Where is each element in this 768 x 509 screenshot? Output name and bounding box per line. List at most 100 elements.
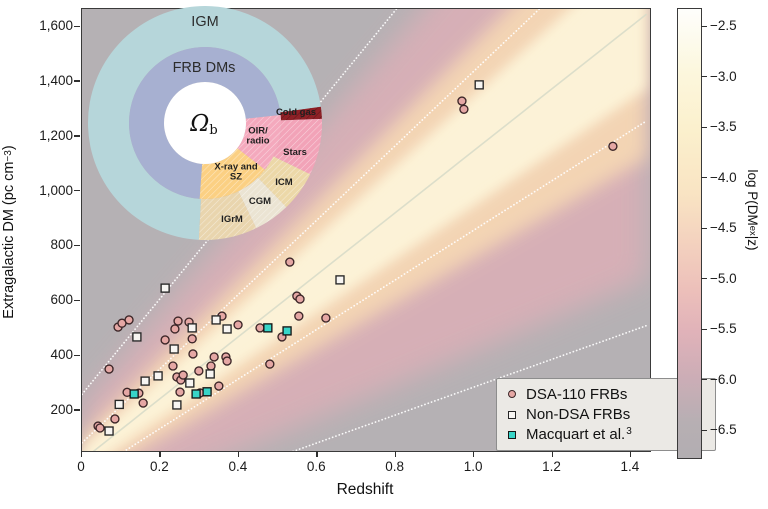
- marker-non-dsa-frbs: [153, 371, 163, 381]
- x-tick: [551, 451, 553, 457]
- legend-marker: [508, 390, 516, 399]
- marker-macquart-et-al-: [282, 326, 292, 336]
- marker-dsa-110-frbs: [187, 334, 197, 344]
- inset-label-omega-b: Ωb: [190, 111, 218, 138]
- inset-label-oir-radio: OIR/ radio: [246, 125, 270, 147]
- donut-wedge-hatch: [280, 106, 322, 121]
- colorbar-tick: [701, 227, 707, 229]
- marker-dsa-110-frbs: [173, 316, 183, 326]
- marker-dsa-110-frbs: [175, 387, 185, 397]
- x-tick-label: 0.4: [228, 459, 248, 474]
- marker-dsa-110-frbs: [124, 315, 134, 325]
- x-axis-label: Redshift: [336, 481, 394, 498]
- marker-dsa-110-frbs: [194, 366, 204, 376]
- donut-wedge-hatch: [257, 156, 311, 208]
- x-tick-label: 1.0: [463, 459, 483, 474]
- y-tick-label: 1,200: [39, 127, 73, 143]
- marker-macquart-et-al-: [202, 387, 212, 397]
- y-tick: [74, 25, 80, 27]
- y-tick: [74, 80, 80, 82]
- y-tick-label: 1,400: [39, 73, 73, 89]
- inset-label-cgm: CGM: [248, 195, 272, 207]
- marker-non-dsa-frbs: [222, 324, 232, 334]
- marker-dsa-110-frbs: [321, 313, 331, 323]
- marker-macquart-et-al-: [129, 389, 139, 399]
- x-tick: [316, 451, 318, 457]
- inset-label-igrm: IGrM: [221, 213, 243, 225]
- colorbar-tick-label: −4.0: [710, 169, 737, 185]
- legend-marker: [508, 430, 516, 439]
- colorbar-tick-label: −2.5: [710, 18, 737, 34]
- y-axis-label: Extragalactic DM (pc cm−3): [1, 145, 17, 319]
- x-tick-label: 0.8: [385, 459, 405, 474]
- marker-non-dsa-frbs: [474, 80, 484, 90]
- y-tick: [74, 244, 80, 247]
- marker-non-dsa-frbs: [104, 426, 114, 436]
- inset-label-stars: Stars: [283, 146, 307, 158]
- inner-contour-dotted: [123, 120, 648, 451]
- colorbar-tick-label: −5.0: [710, 270, 737, 286]
- plot-area: DSA-110 FRBs Non-DSA FRBs Macquart et al.3: [81, 8, 716, 452]
- donut-wedge-hatch: [273, 118, 322, 175]
- x-tick-label: 1.4: [620, 459, 640, 474]
- inset-label-xray-sz: X-ray and SZ: [214, 161, 258, 183]
- marker-dsa-110-frbs: [457, 96, 467, 106]
- y-tick-label: 400: [50, 347, 73, 363]
- marker-non-dsa-frbs: [211, 315, 221, 325]
- x-tick-label: 1.2: [542, 459, 561, 474]
- marker-dsa-110-frbs: [178, 370, 188, 380]
- marker-dsa-110-frbs: [110, 414, 120, 424]
- y-tick: [74, 409, 80, 411]
- marker-non-dsa-frbs: [114, 399, 124, 410]
- x-tick-label: 0.2: [150, 459, 169, 474]
- marker-dsa-110-frbs: [265, 359, 275, 369]
- y-tick: [74, 135, 80, 137]
- legend-label: Macquart et al.3: [526, 426, 632, 444]
- marker-dsa-110-frbs: [170, 324, 180, 334]
- colorbar-tick: [701, 126, 707, 128]
- x-tick-label: 0: [77, 459, 85, 474]
- colorbar-tick-label: −6.5: [710, 422, 737, 438]
- x-tick: [394, 451, 396, 457]
- legend-item-non-dsa-frbs: Non-DSA FRBs: [508, 406, 715, 423]
- x-tick: [629, 451, 632, 457]
- y-tick-label: 600: [50, 292, 73, 308]
- y-tick: [74, 190, 80, 192]
- marker-dsa-110-frbs: [104, 364, 114, 374]
- marker-non-dsa-frbs: [140, 376, 150, 386]
- donut-wedge-hatch: [238, 177, 287, 229]
- y-tick-label: 800: [50, 237, 73, 253]
- colorbar-tick: [701, 177, 707, 179]
- y-tick: [74, 299, 80, 302]
- colorbar-tick-label: −5.5: [710, 321, 737, 337]
- colorbar-tick: [701, 25, 707, 27]
- x-tick: [237, 451, 240, 457]
- marker-non-dsa-frbs: [335, 275, 345, 285]
- marker-dsa-110-frbs: [285, 257, 295, 267]
- colorbar: [677, 8, 702, 459]
- colorbar-tick-label: −3.0: [710, 68, 737, 84]
- donut-wedge-igm: [88, 6, 321, 240]
- colorbar-tick-label: −3.5: [710, 119, 737, 135]
- legend-label: Non-DSA FRBs: [526, 405, 631, 423]
- marker-dsa-110-frbs: [459, 104, 469, 114]
- x-tick-label: 0.6: [306, 459, 326, 474]
- marker-non-dsa-frbs: [187, 323, 197, 333]
- y-tick-label: 1,600: [39, 18, 73, 34]
- scatter-plot-canvas: [82, 9, 648, 451]
- donut-wedge-hatch: [199, 148, 265, 199]
- marker-macquart-et-al-: [191, 389, 201, 399]
- legend-item-macquart-et-al-: Macquart et al.3: [508, 426, 715, 443]
- inset-label-icm: ICM: [275, 176, 293, 188]
- colorbar-tick-label: −4.5: [710, 220, 737, 236]
- marker-dsa-110-frbs: [206, 361, 216, 371]
- marker-non-dsa-frbs: [172, 400, 182, 410]
- marker-dsa-110-frbs: [188, 349, 198, 359]
- donut-canvas: [88, 6, 322, 240]
- colorbar-tick: [701, 76, 707, 78]
- donut-wedge-hatch: [237, 115, 281, 170]
- marker-dsa-110-frbs: [209, 352, 219, 362]
- marker-dsa-110-frbs: [160, 335, 170, 345]
- marker-dsa-110-frbs: [168, 361, 178, 371]
- marker-non-dsa-frbs: [205, 369, 215, 379]
